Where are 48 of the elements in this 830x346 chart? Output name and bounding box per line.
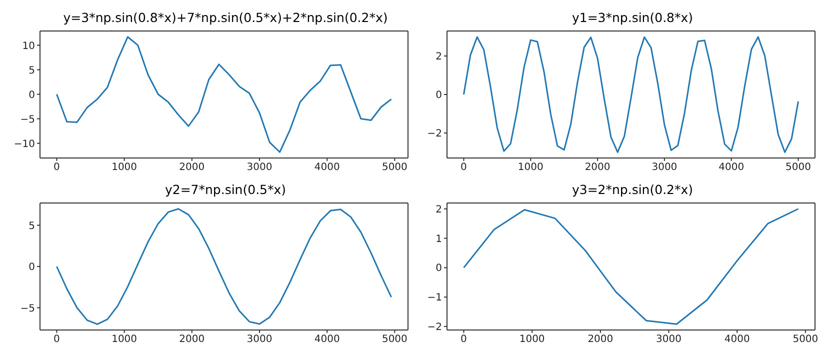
line-series	[56, 208, 392, 325]
x-tick-label: 0	[54, 162, 60, 174]
x-tick-label: 5000	[792, 334, 818, 346]
x-tick-label: 4000	[718, 162, 744, 174]
x-tick-label: 2000	[588, 334, 614, 346]
y-tick-label: −2	[427, 322, 442, 334]
chart-title: y1=3*np.sin(0.8*x)	[570, 9, 694, 27]
y-tick-label: 0	[436, 90, 442, 102]
y-tick-label: 5	[28, 220, 35, 232]
x-tick-label: 3000	[652, 162, 678, 174]
line-series	[462, 36, 800, 153]
y-tick-label: 0	[436, 263, 442, 274]
x-tick-label: 5000	[382, 334, 408, 346]
y-tick-label: −5	[20, 303, 35, 314]
x-tick-label: 2000	[584, 162, 610, 174]
y-tick-label: 0	[28, 262, 35, 274]
x-tick-label: 1000	[518, 162, 544, 174]
x-tick-label: 0	[460, 162, 467, 174]
x-tick-label: 2000	[179, 162, 205, 174]
x-tick-label: 4000	[724, 334, 750, 346]
chart-title: y=3*np.sin(0.8*x)+7*np.sin(0.5*x)+2*np.sin(0.2*x)	[62, 9, 389, 27]
x-tick-label: 5000	[382, 162, 408, 174]
x-tick-label: 1000	[112, 334, 138, 346]
y-tick-label: −5	[20, 114, 35, 126]
y-tick-label: −10	[14, 138, 35, 150]
x-tick-label: 4000	[314, 334, 340, 346]
x-tick-label: 3000	[246, 162, 272, 174]
y-tick-label: −2	[427, 128, 442, 140]
chart-title: y3=2*np.sin(0.2*x)	[570, 181, 694, 199]
x-tick-label: 5000	[786, 162, 811, 174]
x-tick-label: 1000	[519, 334, 545, 346]
y-tick-label: 1	[436, 234, 442, 245]
y-tick-label: 2	[436, 52, 442, 63]
x-tick-label: 1000	[112, 162, 138, 174]
x-tick-label: 3000	[246, 334, 272, 346]
y-tick-label: −1	[427, 292, 442, 304]
line-series	[462, 208, 800, 325]
chart-title: y2=7*np.sin(0.5*x)	[164, 181, 288, 199]
x-tick-label: 0	[54, 334, 60, 346]
y-tick-label: 0	[28, 90, 35, 101]
y-tick-label: 5	[28, 65, 35, 76]
y-tick-label: 10	[22, 40, 35, 52]
x-tick-label: 3000	[656, 334, 682, 346]
line-series	[56, 36, 392, 153]
x-tick-label: 2000	[179, 334, 205, 346]
y-tick-label: 2	[436, 204, 442, 216]
x-tick-label: 4000	[314, 162, 340, 174]
x-tick-label: 0	[460, 334, 467, 346]
